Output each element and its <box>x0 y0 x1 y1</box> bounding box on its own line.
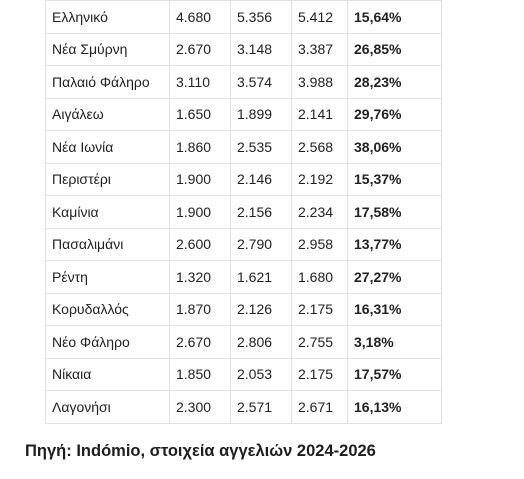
value-cell-3: 2.958 <box>291 227 348 261</box>
value-cell-2: 1.621 <box>230 260 292 294</box>
change-cell: 15,37% <box>347 162 442 196</box>
value-cell-3: 3.988 <box>291 65 348 99</box>
area-cell: Παλαιό Φάληρο <box>45 65 170 99</box>
value-cell-1: 2.600 <box>169 227 231 261</box>
table-row: Νίκαια 1.850 2.053 2.175 17,57% <box>45 357 442 391</box>
value-cell-1: 2.670 <box>169 325 231 359</box>
value-cell-3: 2.671 <box>291 390 348 424</box>
table-row: Περιστέρι 1.900 2.146 2.192 15,37% <box>45 162 442 196</box>
change-cell: 29,76% <box>347 97 442 131</box>
area-cell: Ελληνικό <box>45 0 170 34</box>
value-cell-3: 3.387 <box>291 32 348 66</box>
value-cell-2: 2.571 <box>230 390 292 424</box>
price-table: Ελληνικό 4.680 5.356 5.412 15,64% Νέα Σμύρνη 2… <box>45 0 442 424</box>
table-row: Λαγονήσι 2.300 2.571 2.671 16,13% <box>45 390 442 424</box>
value-cell-3: 2.175 <box>291 357 348 391</box>
value-cell-2: 5.356 <box>230 0 292 34</box>
change-cell: 15,64% <box>347 0 442 34</box>
area-cell: Αιγάλεω <box>45 97 170 131</box>
table-row: Νέα Ιωνία 1.860 2.535 2.568 38,06% <box>45 130 442 164</box>
area-cell: Νίκαια <box>45 357 170 391</box>
area-cell: Ρέντη <box>45 260 170 294</box>
value-cell-1: 3.110 <box>169 65 231 99</box>
table-row: Παλαιό Φάληρο 3.110 3.574 3.988 28,23% <box>45 65 442 99</box>
change-cell: 38,06% <box>347 130 442 164</box>
value-cell-3: 2.568 <box>291 130 348 164</box>
value-cell-2: 2.126 <box>230 292 292 326</box>
area-cell: Λαγονήσι <box>45 390 170 424</box>
change-cell: 26,85% <box>347 32 442 66</box>
value-cell-1: 1.860 <box>169 130 231 164</box>
value-cell-3: 2.234 <box>291 195 348 229</box>
value-cell-2: 2.156 <box>230 195 292 229</box>
table-row: Καμίνια 1.900 2.156 2.234 17,58% <box>45 195 442 229</box>
value-cell-2: 3.574 <box>230 65 292 99</box>
value-cell-1: 1.320 <box>169 260 231 294</box>
change-cell: 28,23% <box>347 65 442 99</box>
area-cell: Νέα Σμύρνη <box>45 32 170 66</box>
change-cell: 16,13% <box>347 390 442 424</box>
change-cell: 16,31% <box>347 292 442 326</box>
area-cell: Κορυδαλλός <box>45 292 170 326</box>
value-cell-1: 1.650 <box>169 97 231 131</box>
source-caption: Πηγή: Indómio, στοιχεία αγγελιών 2024-20… <box>25 442 376 460</box>
table-row: Ελληνικό 4.680 5.356 5.412 15,64% <box>45 0 442 34</box>
area-cell: Περιστέρι <box>45 162 170 196</box>
value-cell-1: 1.900 <box>169 162 231 196</box>
value-cell-3: 1.680 <box>291 260 348 294</box>
area-cell: Νέα Ιωνία <box>45 130 170 164</box>
value-cell-2: 3.148 <box>230 32 292 66</box>
value-cell-1: 1.900 <box>169 195 231 229</box>
table-row: Ρέντη 1.320 1.621 1.680 27,27% <box>45 260 442 294</box>
area-cell: Νέο Φάληρο <box>45 325 170 359</box>
value-cell-1: 2.300 <box>169 390 231 424</box>
value-cell-2: 2.806 <box>230 325 292 359</box>
value-cell-1: 1.850 <box>169 357 231 391</box>
value-cell-3: 2.192 <box>291 162 348 196</box>
table-row: Κορυδαλλός 1.870 2.126 2.175 16,31% <box>45 292 442 326</box>
value-cell-2: 2.535 <box>230 130 292 164</box>
area-cell: Καμίνια <box>45 195 170 229</box>
value-cell-3: 2.755 <box>291 325 348 359</box>
value-cell-2: 2.053 <box>230 357 292 391</box>
change-cell: 13,77% <box>347 227 442 261</box>
change-cell: 17,57% <box>347 357 442 391</box>
value-cell-3: 2.175 <box>291 292 348 326</box>
table-body: Ελληνικό 4.680 5.356 5.412 15,64% Νέα Σμύρνη 2… <box>45 0 442 424</box>
change-cell: 17,58% <box>347 195 442 229</box>
table-row: Αιγάλεω 1.650 1.899 2.141 29,76% <box>45 97 442 131</box>
table-row: Νέα Σμύρνη 2.670 3.148 3.387 26,85% <box>45 32 442 66</box>
value-cell-1: 2.670 <box>169 32 231 66</box>
value-cell-1: 4.680 <box>169 0 231 34</box>
area-cell: Πασαλιμάνι <box>45 227 170 261</box>
value-cell-3: 2.141 <box>291 97 348 131</box>
value-cell-2: 2.146 <box>230 162 292 196</box>
table-row: Νέο Φάληρο 2.670 2.806 2.755 3,18% <box>45 325 442 359</box>
change-cell: 3,18% <box>347 325 442 359</box>
value-cell-3: 5.412 <box>291 0 348 34</box>
change-cell: 27,27% <box>347 260 442 294</box>
table-row: Πασαλιμάνι 2.600 2.790 2.958 13,77% <box>45 227 442 261</box>
value-cell-2: 2.790 <box>230 227 292 261</box>
value-cell-1: 1.870 <box>169 292 231 326</box>
value-cell-2: 1.899 <box>230 97 292 131</box>
